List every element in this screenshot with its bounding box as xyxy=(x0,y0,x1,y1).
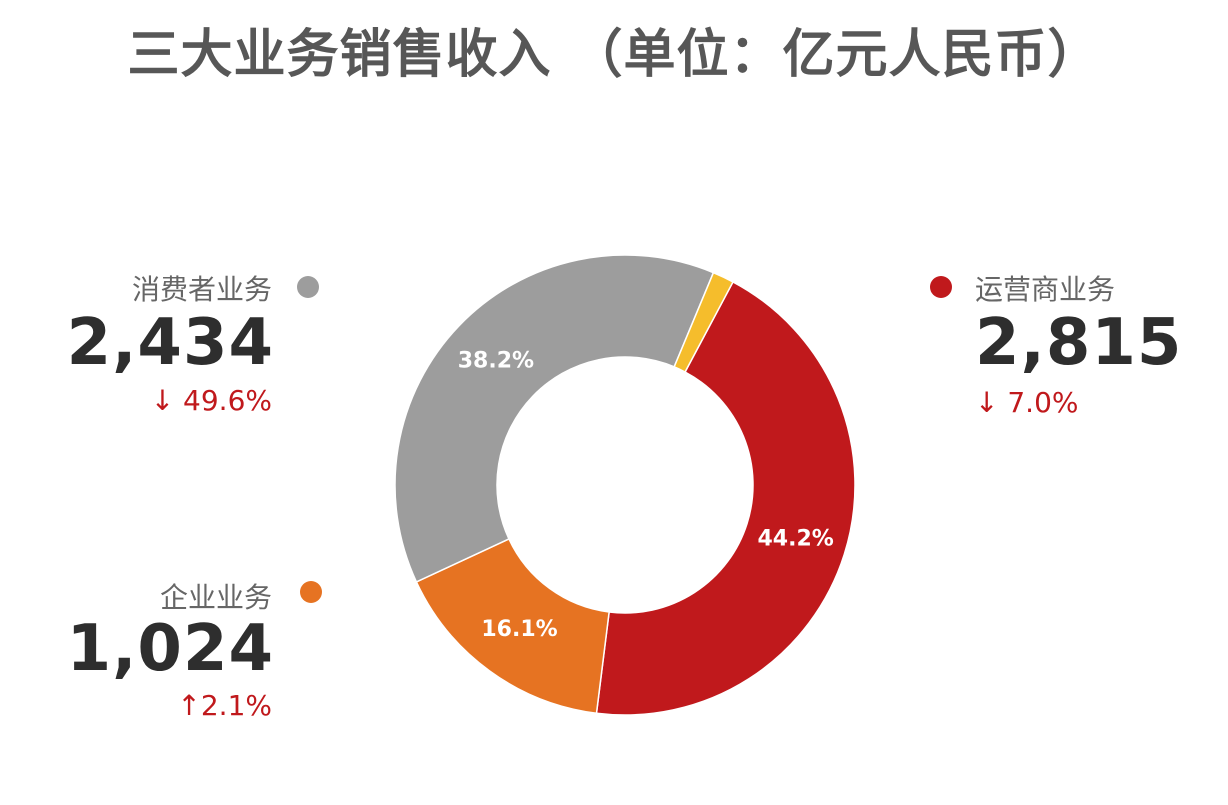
donut-slice-consumer xyxy=(394,254,715,583)
legend-enterprise-dot xyxy=(300,581,322,603)
legend-carrier-name: 运营商业务 xyxy=(975,273,1116,306)
chart-title: 三大业务销售收入 （单位：亿元人民币） xyxy=(127,25,1101,85)
legend-consumer-dot xyxy=(297,276,319,298)
legend-carrier-dot xyxy=(930,276,952,298)
legend-enterprise-change: ↑2.1% xyxy=(177,689,272,722)
legend-carrier-value: 2,815 xyxy=(975,306,1183,380)
legend-consumer-name: 消费者业务 xyxy=(131,273,272,306)
donut-slice-other xyxy=(673,271,734,373)
legend-enterprise-name: 企业业务 xyxy=(159,581,272,614)
donut-slice-enterprise xyxy=(415,537,610,715)
legend-consumer-value: 2,434 xyxy=(66,306,274,380)
donut-slice-carrier xyxy=(595,280,856,716)
legend-carrier-change: ↓ 7.0% xyxy=(975,386,1079,419)
donut-label-carrier: 44.2% xyxy=(757,527,833,552)
donut-label-enterprise: 16.1% xyxy=(481,617,557,642)
legend-consumer-change: ↓ 49.6% xyxy=(150,384,272,417)
legend-enterprise-value: 1,024 xyxy=(66,612,274,686)
donut-label-consumer: 38.2% xyxy=(458,349,534,374)
